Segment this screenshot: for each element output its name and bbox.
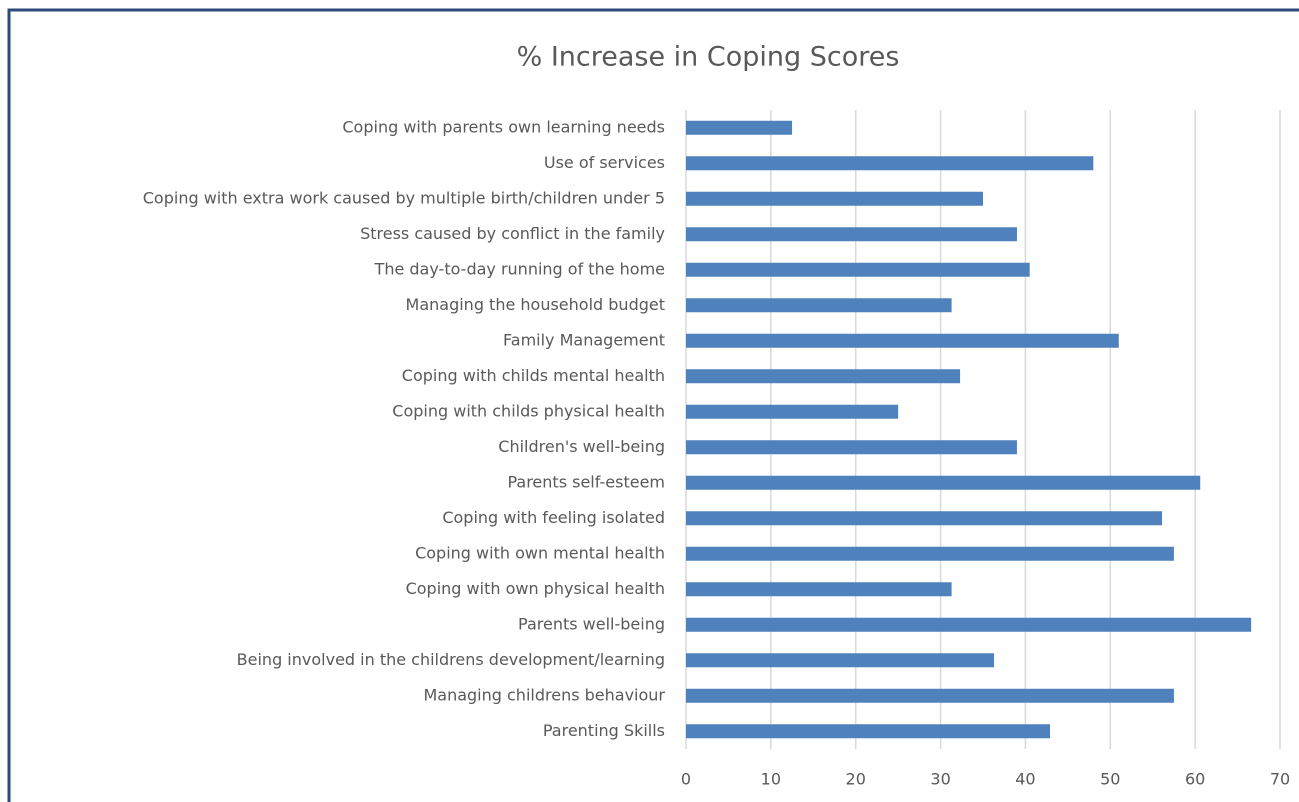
bar [686,120,793,135]
bar [686,688,1174,703]
bar [686,298,952,313]
y-tick-label: Coping with own mental health [415,543,665,562]
y-tick-label: Coping with extra work caused by multipl… [143,188,665,207]
bar [686,653,995,668]
y-tick-label: Parents self-esteem [507,472,665,491]
bar [686,333,1119,348]
x-tick-label: 40 [1015,770,1035,789]
y-tick-label: Family Management [503,330,665,349]
x-tick-label: 20 [846,770,866,789]
bar [686,369,961,384]
x-tick-label: 70 [1270,770,1290,789]
bar [686,227,1017,242]
y-tick-label: The day-to-day running of the home [374,259,665,278]
x-tick-label: 0 [681,770,691,789]
frame [7,8,1299,802]
bar [686,546,1174,561]
bar [686,262,1030,277]
bar [686,724,1051,739]
bar [686,191,983,206]
y-tick-label: Coping with parents own learning needs [342,117,665,136]
y-tick-label: Coping with childs mental health [402,366,665,385]
bar [686,404,899,419]
y-tick-label: Managing the household budget [406,295,665,314]
y-tick-label: Coping with childs physical health [392,401,665,420]
bar [686,582,952,597]
y-tick-label: Stress caused by conflict in the family [360,224,665,243]
x-tick-label: 10 [761,770,781,789]
y-tick-label: Children's well-being [498,437,665,456]
y-tick-label: Parents well-being [518,614,665,633]
bar [686,156,1094,171]
bar [686,617,1252,632]
bar [686,475,1201,490]
bar [686,511,1163,526]
y-tick-label: Managing childrens behaviour [423,685,665,704]
y-tick-label: Use of services [544,153,665,172]
x-tick-label: 30 [930,770,950,789]
x-tick-label: 50 [1100,770,1120,789]
chart-title: % Increase in Coping Scores [517,42,900,73]
y-tick-label: Coping with own physical health [406,579,665,598]
y-tick-label: Parenting Skills [543,721,665,740]
x-tick-label: 60 [1185,770,1205,789]
y-tick-label: Being involved in the childrens developm… [237,650,665,669]
bar [686,440,1017,455]
y-tick-label: Coping with feeling isolated [442,508,665,527]
